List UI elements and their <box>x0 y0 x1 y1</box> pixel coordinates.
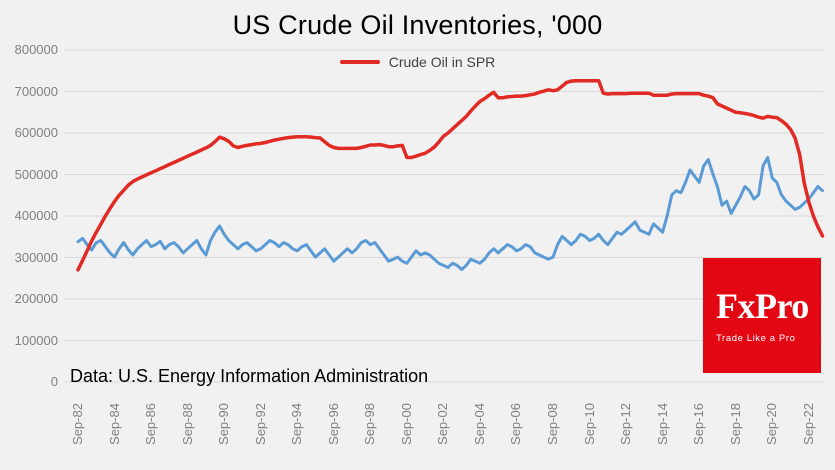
chart-title: US Crude Oil Inventories, '000 <box>232 10 603 40</box>
fxpro-wordmark: FxPro <box>716 286 809 326</box>
legend-swatch-spr <box>339 60 380 64</box>
series-line-unlabeled-blue-series <box>76 156 824 271</box>
legend: Crude Oil in SPR <box>0 53 835 71</box>
fxpro-logo: FxPro Trade Like a Pro <box>703 258 821 373</box>
series-line-crude-oil-in-spr <box>76 78 825 272</box>
data-source-note: Data: U.S. Energy Information Administra… <box>70 366 429 386</box>
legend-label-spr: Crude Oil in SPR <box>388 54 496 70</box>
fxpro-tagline: Trade Like a Pro <box>716 333 796 344</box>
